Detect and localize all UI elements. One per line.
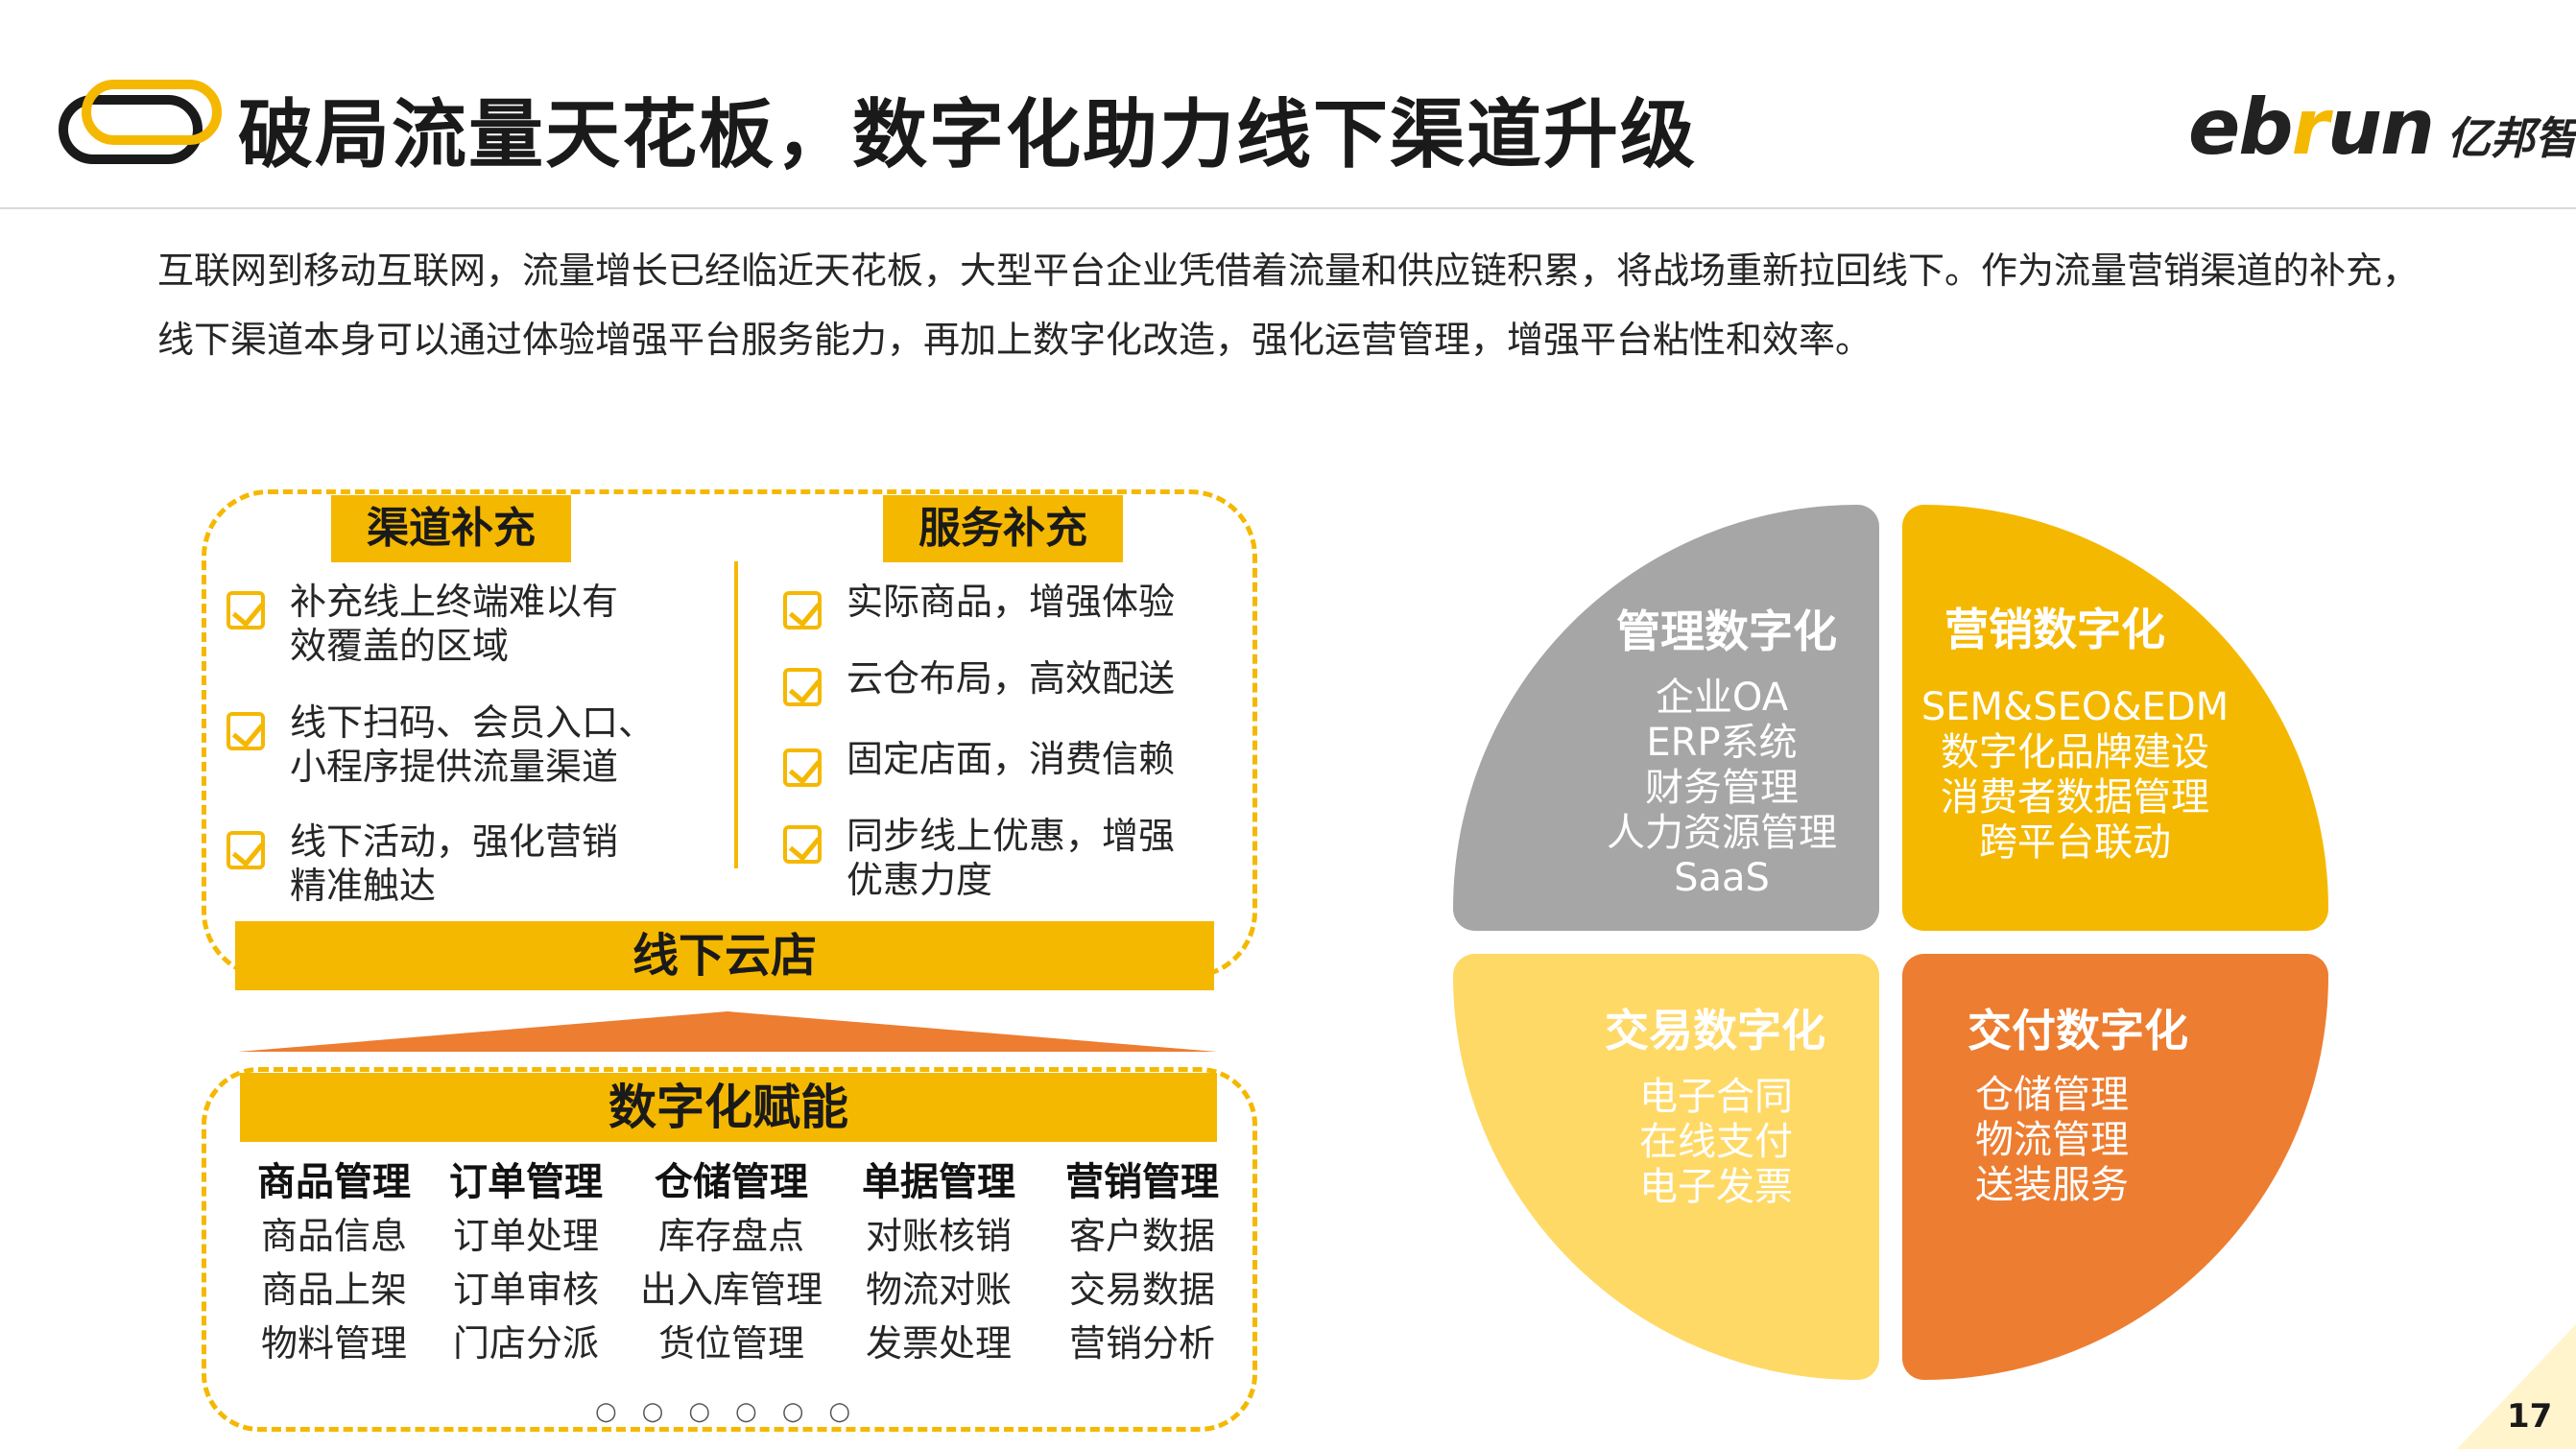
digital-enablement-bar: 数字化赋能 — [240, 1073, 1217, 1142]
capability-head: 单据管理 — [862, 1160, 1015, 1204]
quadrant-title: 交付数字化 — [1968, 1005, 2188, 1057]
brand-logo-en: ebrun — [2188, 83, 2435, 172]
checkbox-icon — [783, 825, 822, 864]
capability-item: 订单处理 — [452, 1215, 599, 1257]
capability-head: 商品管理 — [257, 1160, 411, 1204]
checkbox-icon — [783, 668, 822, 706]
quadrant-title: 交易数字化 — [1605, 1005, 1825, 1057]
pagination-dots: ○○○○○○ — [595, 1397, 876, 1426]
channel-item: 线下活动，强化营销 精准触达 — [227, 820, 618, 908]
checkbox-icon — [227, 831, 265, 869]
quadrant-title: 管理数字化 — [1616, 606, 1837, 657]
quadrant-list: 电子合同 在线支付 电子发票 — [1639, 1075, 1793, 1209]
header-divider — [0, 207, 2576, 209]
quadrant-list: 仓储管理 物流管理 送装服务 — [1975, 1073, 2129, 1207]
quadrant-list: 企业OA ERP系统 财务管理 人力资源管理 SaaS — [1607, 676, 1837, 900]
quadrant-title: 营销数字化 — [1944, 604, 2165, 655]
capability-item: 库存盘点 — [657, 1215, 804, 1257]
offline-cloud-store-bar: 线下云店 — [235, 921, 1214, 990]
capability-item: 对账核销 — [865, 1215, 1012, 1257]
enablement-frame — [202, 1067, 1257, 1432]
delivery-digital-quadrant: 交付数字化 仓储管理 物流管理 送装服务 — [1902, 954, 2328, 1380]
checkbox-icon — [227, 591, 265, 629]
checkbox-icon — [783, 748, 822, 787]
intro-paragraph: 互联网到移动互联网，流量增长已经临近天花板，大型平台企业凭借着流量和供应链积累，… — [157, 249, 2420, 361]
transaction-digital-quadrant: 交易数字化 电子合同 在线支付 电子发票 — [1453, 954, 1879, 1380]
quadrant-list: SEM&SEO&EDM 数字化品牌建设 消费者数据管理 跨平台联动 — [1920, 685, 2230, 865]
capability-head: 营销管理 — [1065, 1160, 1219, 1204]
capability-item: 出入库管理 — [639, 1269, 823, 1311]
channel-supplement-tag: 渠道补充 — [331, 495, 571, 562]
column-divider — [734, 561, 738, 868]
capability-column: 商品管理 商品信息 商品上架 物料管理 — [238, 1155, 430, 1370]
brand-logo: ebrun亿邦智库 — [2188, 83, 2576, 172]
marketing-digital-quadrant: 营销数字化 SEM&SEO&EDM 数字化品牌建设 消费者数据管理 跨平台联动 — [1902, 505, 2328, 931]
channel-item: 线下扫码、会员入口、 小程序提供流量渠道 — [227, 701, 655, 789]
capability-item: 商品信息 — [260, 1215, 407, 1257]
capability-head: 仓储管理 — [655, 1160, 808, 1204]
capability-item: 门店分派 — [452, 1322, 599, 1365]
capability-column: 仓储管理 库存盘点 出入库管理 货位管理 — [624, 1155, 839, 1370]
capability-item: 货位管理 — [657, 1322, 804, 1365]
logo-mark-icon — [59, 80, 222, 164]
capability-column: 单据管理 对账核销 物流对账 发票处理 — [843, 1155, 1035, 1370]
service-item: 云仓布局，高效配送 — [783, 656, 1175, 706]
capability-item: 物料管理 — [260, 1322, 407, 1365]
service-item: 实际商品，增强体验 — [783, 580, 1175, 629]
page-title: 破局流量天花板，数字化助力线下渠道升级 — [238, 92, 1698, 178]
page-corner-decoration — [2457, 1324, 2576, 1449]
capability-head: 订单管理 — [449, 1160, 603, 1204]
service-supplement-tag: 服务补充 — [883, 495, 1123, 562]
service-item: 固定店面，消费信赖 — [783, 737, 1175, 787]
management-digital-quadrant: 管理数字化 企业OA ERP系统 财务管理 人力资源管理 SaaS — [1453, 505, 1879, 931]
capability-item: 客户数据 — [1068, 1215, 1215, 1257]
page-number: 17 — [2507, 1397, 2553, 1436]
capability-column: 订单管理 订单处理 订单审核 门店分派 — [430, 1155, 622, 1370]
capability-item: 商品上架 — [260, 1269, 407, 1311]
capability-item: 营销分析 — [1068, 1322, 1215, 1365]
checkbox-icon — [783, 591, 822, 629]
capability-column: 营销管理 客户数据 交易数据 营销分析 — [1046, 1155, 1238, 1370]
channel-item: 补充线上终端难以有 效覆盖的区域 — [227, 580, 618, 668]
capability-item: 交易数据 — [1068, 1269, 1215, 1311]
capability-item: 物流对账 — [865, 1269, 1012, 1311]
capability-item: 订单审核 — [452, 1269, 599, 1311]
checkbox-icon — [227, 712, 265, 750]
capability-item: 发票处理 — [865, 1322, 1012, 1365]
brand-logo-cn: 亿邦智库 — [2445, 112, 2576, 164]
arrow-up-icon — [238, 1011, 1217, 1052]
service-item: 同步线上优惠，增强 优惠力度 — [783, 814, 1175, 902]
